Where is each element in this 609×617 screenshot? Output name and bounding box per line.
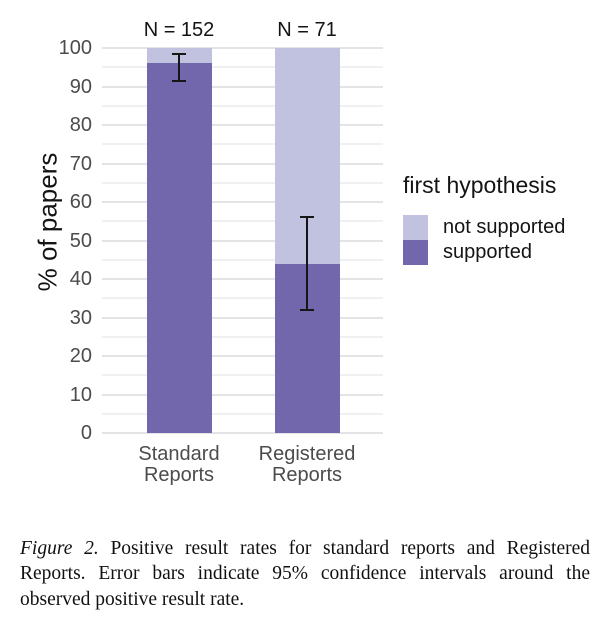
gridline-major [102, 201, 383, 203]
x-category-label: Registered Reports [259, 444, 356, 486]
gridline-minor [102, 335, 383, 338]
gridline-major [102, 47, 383, 49]
error-bar-cap-bottom [300, 308, 314, 311]
x-category-label-line: Reports [143, 464, 215, 486]
x-category-label-line: Reports [271, 464, 343, 486]
error-bar-cap-top [172, 52, 186, 55]
bar-n-label: N = 71 [277, 19, 337, 41]
legend-entry-supported: supported [403, 240, 565, 265]
gridline-major [102, 316, 383, 319]
gridline-major [102, 124, 383, 126]
y-tick-label: 100 [58, 37, 92, 59]
legend-entry-not-supported: not supported [403, 215, 565, 240]
legend-title: first hypothesis [403, 172, 557, 198]
gridline-major [102, 85, 383, 88]
y-tick-label: 10 [69, 383, 92, 406]
legend-label-not-supported: not supported [443, 216, 566, 238]
gridline-major [102, 432, 383, 434]
y-tick-label: 40 [69, 268, 92, 290]
y-tick-label: 90 [69, 75, 92, 98]
gridline-minor [102, 143, 383, 146]
gridline-major [102, 278, 383, 280]
y-tick-label: 70 [69, 152, 92, 175]
gridline-minor [102, 104, 383, 107]
figure-caption: Figure 2. Positive result rates for stan… [20, 536, 590, 613]
error-bar-line [306, 217, 308, 310]
y-tick-label: 20 [69, 345, 92, 367]
legend-label-supported: supported [443, 241, 532, 263]
y-tick-label: 50 [69, 229, 92, 252]
error-bar-cap-bottom [172, 79, 186, 82]
gridline-minor [102, 181, 383, 184]
x-category-label-line: Standard [138, 443, 220, 465]
gridline-minor [102, 258, 383, 261]
y-tick-label: 30 [69, 306, 92, 329]
error-bar-line [178, 53, 180, 81]
gridline-major [102, 355, 383, 357]
legend-swatch-supported [403, 240, 428, 265]
gridline-major [102, 393, 383, 396]
gridline-minor [102, 412, 383, 415]
gridline-major [102, 162, 383, 165]
bar-segment-supported [146, 63, 212, 433]
gridline-minor [102, 374, 383, 377]
figure-caption-text: Positive result rates for standard repor… [20, 537, 590, 610]
gridline-minor [102, 297, 383, 300]
x-category-label: Standard Reports [138, 444, 219, 486]
gridline-minor [102, 66, 383, 69]
y-tick-label: 80 [69, 114, 92, 136]
x-category-label-line: Registered [258, 443, 356, 465]
gridline-minor [102, 220, 383, 223]
error-bar-cap-top [300, 216, 314, 219]
y-tick-label: 0 [80, 422, 92, 444]
plot-area [102, 47, 383, 434]
y-tick-label: 60 [69, 191, 92, 213]
figure-caption-label: Figure 2. [20, 537, 99, 559]
legend: first hypothesis not supported supported [403, 171, 565, 265]
legend-swatch-not-supported [403, 215, 428, 240]
bar-n-label: N = 152 [143, 19, 215, 41]
gridline-major [102, 239, 383, 242]
